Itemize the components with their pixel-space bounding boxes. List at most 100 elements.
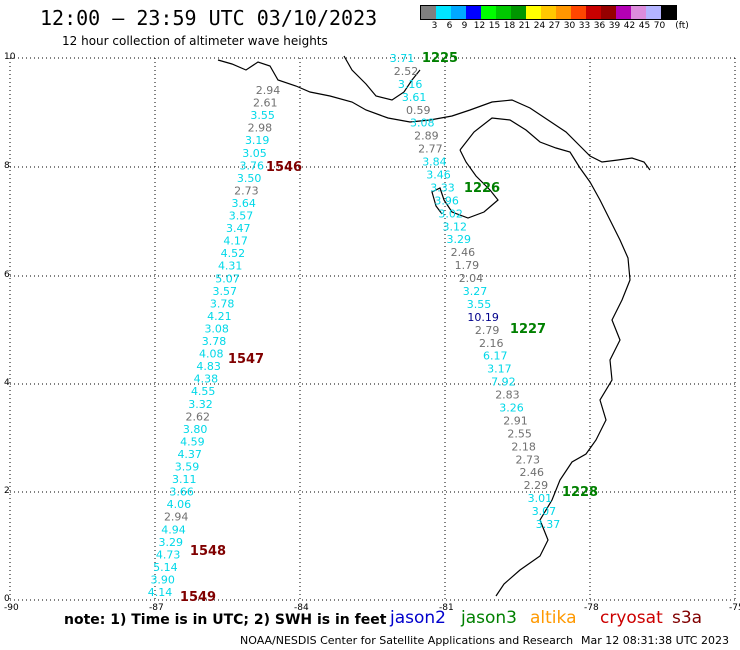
legend-label: 18 [503,21,516,31]
wave-height-value: 3.12 [442,220,467,233]
wave-height-value: 3.46 [426,169,451,182]
wave-height-value: 2.73 [515,453,540,466]
wave-height-value: 3.29 [447,233,472,246]
lon-label: -81 [439,603,454,613]
wave-height-value: 4.38 [194,373,219,386]
pass-time-label: 1228 [562,485,598,500]
legend-label: 21 [518,21,531,31]
coastline-gulf-north [343,55,421,101]
legend-labels: 3 6 9 12 15 18 21 24 27 30 33 36 39 42 45 70 (ft) [420,20,689,32]
pass-time-label: 1226 [464,181,500,196]
wave-height-value: 2.62 [186,410,211,423]
wave-height-value: 3.02 [438,207,463,220]
legend-swatch [631,6,646,19]
wave-height-value: 4.08 [199,348,224,361]
legend-swatch [421,6,436,19]
wave-height-value: 4.83 [196,360,221,373]
legend-label: 36 [593,21,606,31]
legend-swatch [526,6,541,19]
wave-height-value: 4.52 [221,247,246,260]
legend-unit: (ft) [675,21,689,31]
wave-height-value: 3.08 [410,117,435,130]
wave-height-value: 3.33 [430,181,455,194]
lat-lon-grid [9,57,736,601]
wave-height-value: 3.76 [240,159,265,172]
wave-height-value: 10.19 [467,311,499,324]
legend-label: 3 [431,21,438,31]
wave-height-value: 4.31 [218,260,243,273]
legend-label: 45 [638,21,651,31]
wave-height-value: 3.96 [434,194,459,207]
wave-height-value: 3.55 [467,298,492,311]
wave-height-value: 3.50 [237,172,262,185]
legend-swatch [451,6,466,19]
wave-height-value: 2.55 [507,427,532,440]
legend-label: 9 [461,21,468,31]
credit-line: NOAA/NESDIS Center for Satellite Applica… [240,634,574,647]
lon-label: -78 [584,603,599,613]
lat-label: 8 [4,161,10,171]
wave-height-value: 4.94 [161,523,186,536]
satellite-legend-item: jason3 [461,608,517,628]
legend-label: 70 [653,21,666,31]
wave-height-value: 3.57 [229,210,254,223]
wave-height-value: 3.32 [188,398,213,411]
generation-timestamp: Mar 12 08:31:38 UTC 2023 [581,634,729,647]
wave-height-value: 2.91 [503,414,528,427]
wave-height-value: 2.94 [256,84,281,97]
chart-subtitle: 12 hour collection of altimeter wave hei… [62,34,328,48]
wave-height-value: 3.84 [422,156,447,169]
wave-height-value: 2.04 [459,272,484,285]
wave-height-value: 2.46 [451,246,476,259]
wave-height-value: 1.79 [455,259,480,272]
wave-height-value: 5.07 [215,272,240,285]
legend-swatch [511,6,526,19]
satellite-legend-item: cryosat [600,608,663,628]
wave-height-value: 3.26 [499,402,524,415]
wave-height-value: 4.14 [148,586,173,599]
pass-time-label: 1548 [190,544,226,559]
footnote: note: 1) Time is in UTC; 2) SWH is in fe… [64,612,387,628]
wave-height-value: 3.05 [242,147,267,160]
legend-swatch [556,6,571,19]
wave-height-value: 2.79 [475,324,500,337]
satellite-legend-item: jason2 [390,608,446,628]
wave-height-value: 2.52 [394,65,419,78]
legend-swatch [661,6,676,19]
legend-swatch [586,6,601,19]
lat-label: 0 [4,594,10,604]
wave-height-value: 3.29 [159,536,184,549]
lat-label: 10 [4,52,16,62]
lat-label: 6 [4,270,10,280]
wave-height-value: 4.37 [177,448,202,461]
legend-label: 6 [446,21,453,31]
wave-height-value: 4.59 [180,435,205,448]
wave-height-track-east: 3.712.523.163.610.593.082.892.773.843.46… [390,52,561,531]
lon-label: -75 [729,603,740,613]
legend-swatch [496,6,511,19]
wave-height-value: 3.55 [250,109,275,122]
wave-height-value: 3.16 [398,78,423,91]
wave-height-value: 2.73 [234,184,259,197]
wave-height-value: 2.83 [495,389,520,402]
wave-height-value: 3.08 [204,322,229,335]
wave-height-value: 4.73 [156,548,181,561]
wave-height-value: 3.27 [463,285,488,298]
wave-height-value: 3.61 [402,91,427,104]
wave-height-value: 2.77 [418,143,443,156]
wave-height-value: 3.01 [528,492,553,505]
legend-label: 15 [488,21,501,31]
wave-height-value: 5.14 [153,561,178,574]
legend-label: 39 [608,21,621,31]
coastline-isthmus [431,149,499,219]
wave-height-value: 3.17 [487,363,512,376]
wave-height-value: 4.21 [207,310,232,323]
legend-label: 24 [533,21,546,31]
wave-height-value: 3.07 [532,505,557,518]
pass-time-label: 1225 [422,51,458,66]
chart-title: 12:00 – 23:59 UTC 03/10/2023 [40,6,378,30]
wave-height-value: 4.55 [191,385,216,398]
legend-swatches [420,5,677,20]
wave-height-value: 3.64 [231,197,256,210]
pass-time-label: 1547 [228,352,264,367]
